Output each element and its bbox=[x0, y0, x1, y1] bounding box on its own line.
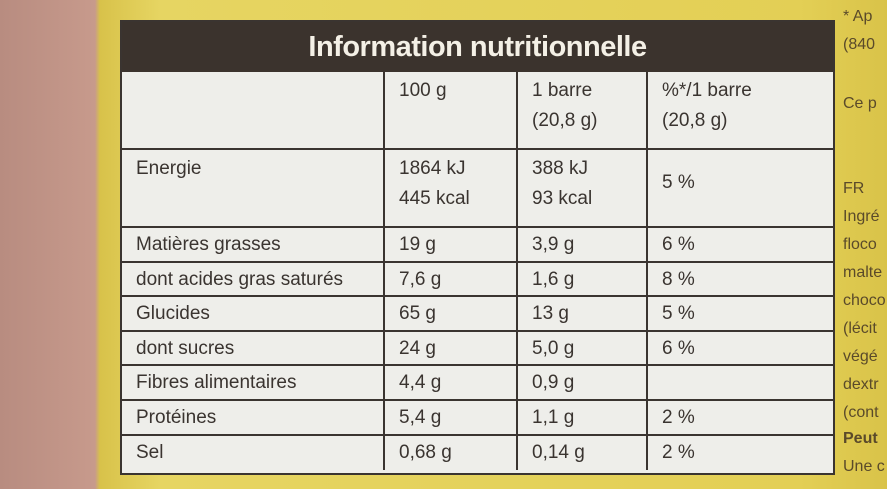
side-text: (cont bbox=[843, 404, 879, 421]
cell-text: 1,6 g bbox=[532, 268, 575, 290]
cell-text: (20,8 g) bbox=[532, 110, 598, 131]
table-cell: 5,0 g bbox=[518, 331, 648, 367]
header-cell: %*/1 barre (20,8 g) bbox=[648, 72, 833, 150]
cell-text: 93 kcal bbox=[532, 188, 593, 209]
side-text: végé bbox=[843, 348, 878, 365]
cell-text: Glucides bbox=[136, 303, 210, 325]
cell-text: 7,6 g bbox=[399, 268, 442, 290]
table-cell: dont acides gras saturés bbox=[122, 262, 385, 298]
cell-text: 5 % bbox=[662, 172, 695, 193]
nutrition-table: Information nutritionnelle 100 g 1 barre (… bbox=[120, 20, 835, 475]
table-cell: 388 kJ 93 kcal bbox=[518, 150, 648, 228]
cell-text: 6 % bbox=[662, 234, 695, 255]
table-cell: Protéines bbox=[122, 401, 385, 436]
cell-text: 0,14 g bbox=[532, 441, 585, 463]
table-cell: 5,4 g bbox=[385, 401, 518, 436]
table-cell: 3,9 g bbox=[518, 228, 648, 263]
table-cell: 6 % bbox=[648, 228, 833, 263]
table-cell: 1,6 g bbox=[518, 262, 648, 298]
table-cell: dont sucres bbox=[122, 331, 385, 367]
table-cell: Energie bbox=[122, 150, 385, 228]
cell-text: dont acides gras saturés bbox=[136, 268, 344, 290]
table-cell: Glucides bbox=[122, 297, 385, 332]
table-cell: Fibres alimentaires bbox=[122, 366, 385, 401]
side-text: Une c bbox=[843, 458, 885, 475]
table-cell: 0,9 g bbox=[518, 366, 648, 401]
cell-text: 1,1 g bbox=[532, 407, 575, 428]
cell-text: Sel bbox=[136, 441, 164, 463]
cell-text: 0,68 g bbox=[399, 441, 452, 463]
table-cell: 2 % bbox=[648, 401, 833, 436]
side-text: (lécit bbox=[843, 320, 877, 337]
cell-text: 5,0 g bbox=[532, 337, 575, 359]
side-text: dextr bbox=[843, 376, 879, 393]
side-text: FR bbox=[843, 180, 865, 197]
cell-text: 4,4 g bbox=[399, 372, 442, 394]
cell-text: 100 g bbox=[399, 80, 447, 101]
cell-text: 2 % bbox=[662, 441, 695, 463]
table-cell: 5 % bbox=[648, 297, 833, 332]
cell-text: 65 g bbox=[399, 303, 436, 325]
side-text: malte bbox=[843, 264, 883, 281]
cell-text: (20,8 g) bbox=[662, 110, 728, 131]
table-cell: 19 g bbox=[385, 228, 518, 263]
cell-text: Fibres alimentaires bbox=[136, 372, 297, 394]
cell-text: 13 g bbox=[532, 303, 569, 325]
table-title: Information nutritionnelle bbox=[122, 22, 833, 72]
table-cell: 2 % bbox=[648, 436, 833, 471]
cell-text: 2 % bbox=[662, 407, 695, 428]
cell-text: 445 kcal bbox=[399, 188, 470, 209]
cell-text: Energie bbox=[136, 158, 202, 179]
cell-text: 8 % bbox=[662, 268, 695, 290]
table-cell: 6 % bbox=[648, 332, 833, 367]
cell-text: 3,9 g bbox=[532, 234, 575, 255]
table-cell: 5 % bbox=[648, 150, 833, 228]
cell-text: 5 % bbox=[662, 303, 695, 325]
cell-text: 5,4 g bbox=[399, 407, 442, 428]
cell-text: 6 % bbox=[662, 337, 695, 359]
table-cell: 0,68 g bbox=[385, 435, 518, 471]
cell-text: %*/1 barre bbox=[662, 80, 752, 101]
header-cell bbox=[122, 72, 385, 150]
cell-text: 0,9 g bbox=[532, 372, 575, 394]
table-cell: Matières grasses bbox=[122, 228, 385, 263]
cell-text: 19 g bbox=[399, 234, 436, 255]
side-text: Ingré bbox=[843, 208, 880, 225]
side-text: floco bbox=[843, 236, 877, 253]
table-cell: 1864 kJ 445 kcal bbox=[385, 150, 518, 228]
table-cell bbox=[648, 366, 833, 401]
table-cell: 0,14 g bbox=[518, 435, 648, 471]
table-cell: 4,4 g bbox=[385, 366, 518, 401]
side-text: (840 bbox=[843, 36, 876, 53]
table-cell: 7,6 g bbox=[385, 262, 518, 298]
cell-text: 24 g bbox=[399, 337, 436, 359]
table-cell: 65 g bbox=[385, 297, 518, 332]
table-cell: 1,1 g bbox=[518, 401, 648, 436]
cell-text: Protéines bbox=[136, 407, 217, 428]
side-text: Peut bbox=[843, 430, 878, 447]
cell-text: 1864 kJ bbox=[399, 158, 466, 179]
cell-text: Matières grasses bbox=[136, 234, 281, 255]
table-cell: 8 % bbox=[648, 263, 833, 298]
table-cell: 13 g bbox=[518, 297, 648, 332]
cell-text: 1 barre bbox=[532, 80, 593, 101]
header-cell: 100 g bbox=[385, 72, 518, 150]
table-cell: 24 g bbox=[385, 331, 518, 367]
side-text: Ce p bbox=[843, 95, 877, 112]
cell-text: 388 kJ bbox=[532, 158, 588, 179]
side-text: * Ap bbox=[843, 8, 873, 25]
side-text: choco bbox=[843, 292, 886, 309]
cell-text: dont sucres bbox=[136, 337, 235, 359]
header-cell: 1 barre (20,8 g) bbox=[518, 72, 648, 150]
table-cell: Sel bbox=[122, 435, 385, 471]
